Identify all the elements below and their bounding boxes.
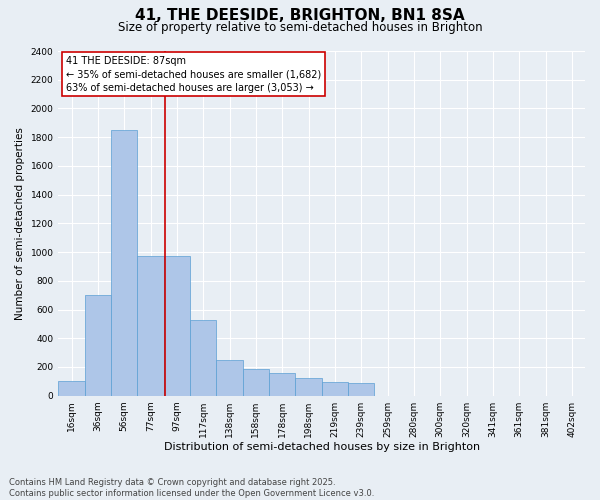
Text: 41 THE DEESIDE: 87sqm
← 35% of semi-detached houses are smaller (1,682)
63% of s: 41 THE DEESIDE: 87sqm ← 35% of semi-deta… [67, 56, 322, 92]
X-axis label: Distribution of semi-detached houses by size in Brighton: Distribution of semi-detached houses by … [164, 442, 480, 452]
Bar [164, 256, 190, 396]
Bar [58, 382, 85, 396]
Bar [217, 360, 243, 396]
Bar [348, 383, 374, 396]
Text: 41, THE DEESIDE, BRIGHTON, BN1 8SA: 41, THE DEESIDE, BRIGHTON, BN1 8SA [135, 8, 465, 22]
Bar [269, 372, 295, 396]
Text: Contains HM Land Registry data © Crown copyright and database right 2025.
Contai: Contains HM Land Registry data © Crown c… [9, 478, 374, 498]
Bar [111, 130, 137, 396]
Bar [85, 295, 111, 396]
Text: Size of property relative to semi-detached houses in Brighton: Size of property relative to semi-detach… [118, 21, 482, 34]
Bar [190, 320, 217, 396]
Bar [295, 378, 322, 396]
Bar [243, 369, 269, 396]
Bar [322, 382, 348, 396]
Bar [137, 256, 164, 396]
Y-axis label: Number of semi-detached properties: Number of semi-detached properties [15, 127, 25, 320]
